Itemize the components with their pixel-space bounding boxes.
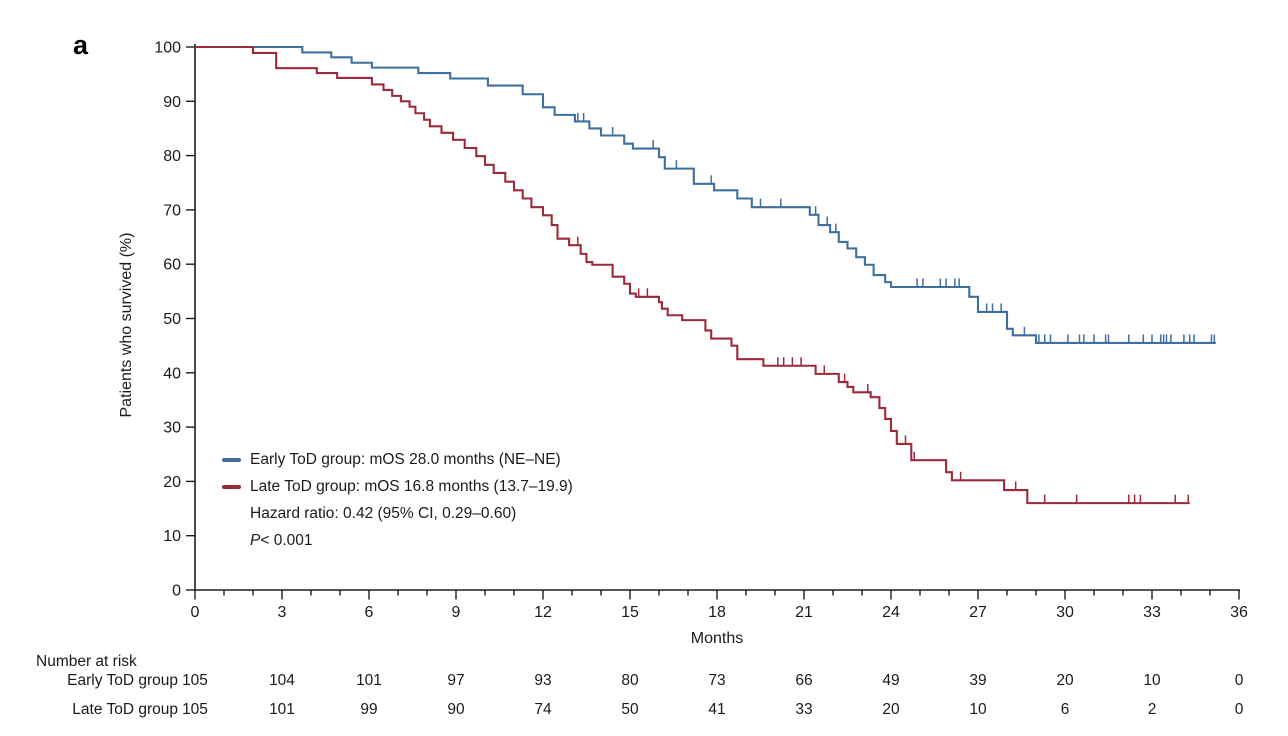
p-symbol: P: [250, 532, 261, 549]
risk-value: 0: [1234, 701, 1244, 718]
x-tick-label: 36: [1230, 604, 1248, 621]
risk-value: 97: [447, 672, 465, 689]
y-tick-label: 90: [163, 94, 181, 111]
x-tick-label: 3: [278, 604, 287, 621]
y-tick-label: 50: [163, 311, 181, 328]
p-value-text: < 0.001: [260, 532, 313, 549]
early-group-line-swatch: [222, 457, 241, 462]
risk-value: 105: [182, 701, 208, 718]
risk-row-label-late: Late ToD group: [72, 701, 178, 718]
risk-value: 99: [360, 701, 378, 718]
legend-early-label: Early ToD group: mOS 28.0 months (NE–NE): [250, 451, 561, 468]
risk-value: 50: [621, 701, 639, 718]
risk-value: 33: [795, 701, 813, 718]
x-tick-label: 18: [708, 604, 726, 621]
y-tick-label: 80: [163, 148, 181, 165]
risk-value: 73: [708, 672, 726, 689]
risk-table-title: Number at risk: [36, 653, 137, 670]
risk-value: 39: [969, 672, 987, 689]
hazard-ratio-text: Hazard ratio: 0.42 (95% CI, 0.29–0.60): [250, 505, 517, 522]
legend-row-early: Early ToD group: mOS 28.0 months (NE–NE): [222, 446, 573, 473]
x-tick-label: 12: [534, 604, 552, 621]
x-tick-label: 24: [882, 604, 900, 621]
risk-value: 105: [182, 672, 208, 689]
risk-value: 90: [447, 701, 465, 718]
x-tick-label: 0: [191, 604, 200, 621]
y-tick-label: 20: [163, 474, 181, 491]
risk-value: 20: [882, 701, 900, 718]
risk-value: 41: [708, 701, 726, 718]
x-axis-title: Months: [690, 630, 744, 647]
risk-value: 10: [1143, 672, 1161, 689]
risk-value: 10: [969, 701, 987, 718]
risk-value: 74: [534, 701, 552, 718]
y-tick-label: 0: [172, 583, 181, 600]
risk-value: 101: [356, 672, 382, 689]
x-tick-label: 9: [452, 604, 461, 621]
risk-value: 66: [795, 672, 813, 689]
late-group-line-swatch: [222, 484, 241, 489]
x-tick-label: 33: [1143, 604, 1161, 621]
risk-value: 80: [621, 672, 639, 689]
x-tick-label: 15: [621, 604, 639, 621]
y-tick-label: 10: [163, 528, 181, 545]
risk-value: 6: [1060, 701, 1070, 718]
risk-value: 20: [1056, 672, 1074, 689]
legend: Early ToD group: mOS 28.0 months (NE–NE)…: [222, 446, 573, 554]
risk-value: 49: [882, 672, 900, 689]
km-curve-early: [195, 45, 1216, 344]
risk-value: 93: [534, 672, 552, 689]
x-tick-label: 27: [969, 604, 987, 621]
x-tick-label: 21: [795, 604, 813, 621]
panel-label: a: [73, 30, 89, 60]
risk-value: 104: [269, 672, 295, 689]
risk-value: 2: [1147, 701, 1157, 718]
x-tick-label: 30: [1056, 604, 1074, 621]
km-curve-late: [195, 45, 1190, 505]
y-tick-label: 60: [163, 257, 181, 274]
y-tick-label: 30: [163, 420, 181, 437]
risk-value: 0: [1234, 672, 1244, 689]
legend-late-label: Late ToD group: mOS 16.8 months (13.7–19…: [250, 478, 573, 495]
legend-row-hazard: Hazard ratio: 0.42 (95% CI, 0.29–0.60): [222, 500, 573, 527]
x-tick-label: 6: [365, 604, 374, 621]
y-tick-label: 70: [163, 202, 181, 219]
risk-value: 101: [269, 701, 295, 718]
legend-row-late: Late ToD group: mOS 16.8 months (13.7–19…: [222, 473, 573, 500]
y-tick-label: 100: [154, 40, 181, 57]
risk-row-label-early: Early ToD group: [67, 672, 178, 689]
legend-row-pvalue: P < 0.001: [222, 527, 573, 554]
y-axis-title: Patients who survived (%): [118, 232, 135, 418]
y-tick-label: 40: [163, 365, 181, 382]
